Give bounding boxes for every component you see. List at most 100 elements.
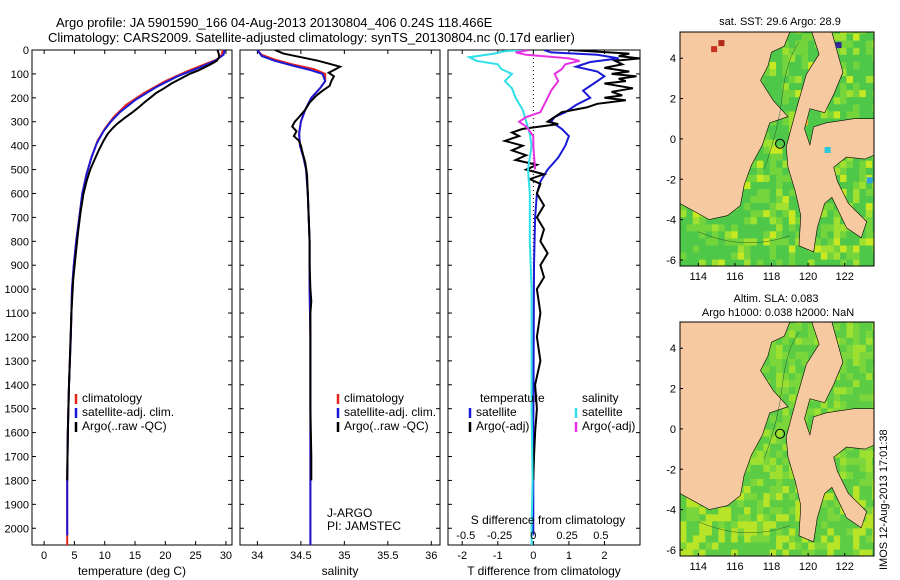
map-cell	[859, 195, 867, 204]
map-cell	[859, 499, 867, 508]
map-cell	[750, 237, 758, 246]
map-cell	[686, 548, 694, 556]
map-cell	[808, 400, 816, 409]
map-cell	[859, 548, 867, 556]
map-cell	[827, 237, 835, 246]
map-cell	[782, 513, 790, 522]
map-cell	[840, 96, 848, 105]
map-cell	[788, 237, 796, 246]
map-cell	[865, 534, 873, 543]
map-cell	[859, 322, 867, 324]
map-cell	[724, 216, 732, 225]
map-cell	[782, 464, 790, 472]
map-cell	[769, 138, 777, 147]
map-cell	[750, 548, 758, 556]
map-cell	[846, 358, 854, 366]
map-cell-highlight	[718, 40, 725, 47]
map-cell	[776, 89, 784, 98]
map-cell	[712, 216, 719, 225]
map-cell	[827, 548, 835, 556]
map-cell	[846, 351, 854, 359]
map-cell	[795, 237, 803, 246]
map-cell	[699, 216, 707, 225]
map-cell	[872, 534, 874, 543]
map-cell	[872, 541, 874, 550]
map-cell	[699, 251, 707, 260]
map-cell	[782, 485, 790, 494]
map-cell	[776, 124, 784, 133]
map-cell	[782, 117, 790, 126]
y-tick-label: 300	[11, 117, 29, 129]
map-cell	[699, 513, 707, 522]
y-tick-label: -6	[666, 545, 676, 557]
map-cell	[827, 209, 835, 218]
map-cell	[769, 237, 777, 246]
map-cell	[724, 548, 732, 556]
map-cell	[705, 237, 713, 246]
map-cell	[859, 492, 867, 501]
map-cell	[859, 323, 867, 331]
map-cell	[788, 400, 796, 409]
map-cell	[814, 251, 822, 260]
map-cell	[776, 478, 784, 486]
map-cell	[872, 167, 874, 175]
map-cell	[756, 237, 764, 246]
map-cell	[820, 202, 828, 211]
map-cell	[865, 372, 873, 381]
map-cell	[859, 527, 867, 536]
map-cell	[840, 89, 848, 98]
map-cell	[750, 160, 758, 168]
map-cell	[756, 478, 764, 486]
map-cell	[776, 457, 784, 465]
map-cell	[872, 400, 874, 409]
map-cell	[718, 513, 726, 522]
map-cell	[750, 174, 758, 182]
map-cell	[859, 365, 867, 374]
map-cell	[853, 386, 860, 395]
map-cell	[731, 209, 739, 218]
map-cell	[756, 443, 764, 451]
map-cell	[692, 237, 700, 246]
map-cell	[840, 344, 848, 352]
map-cell	[814, 400, 822, 409]
map-cell	[776, 520, 784, 529]
map-cell	[865, 96, 873, 105]
map-cell	[712, 506, 719, 515]
map-cell	[763, 188, 771, 196]
map-cell	[859, 32, 867, 34]
map-cell	[782, 188, 790, 196]
map-cell	[763, 365, 771, 374]
s-tick-label: 0.25	[556, 530, 577, 542]
s-tick-label: 0	[530, 530, 536, 542]
map-cell	[859, 330, 867, 338]
map-cell	[763, 131, 771, 140]
map-cell	[853, 33, 860, 41]
map-cell	[763, 146, 771, 154]
s-tick-label: 0.5	[593, 530, 608, 542]
map-cell	[801, 33, 809, 41]
y-tick-label: 0	[23, 45, 29, 57]
map-cell	[872, 337, 874, 345]
map-cell	[763, 520, 771, 529]
map-cell	[872, 379, 874, 388]
map-cell	[865, 322, 873, 324]
map-cell	[865, 400, 873, 409]
map-cell	[769, 443, 777, 451]
map-cell	[788, 471, 796, 479]
map-cell	[840, 188, 848, 196]
x-tick-label: 0	[41, 550, 47, 562]
map-cell	[846, 344, 854, 352]
map-cell	[846, 188, 854, 196]
map-cell	[853, 457, 860, 465]
map-cell	[788, 492, 796, 501]
map-cell	[788, 181, 796, 189]
map-cell	[865, 520, 873, 529]
map-cell	[840, 258, 848, 266]
map-cell	[840, 450, 848, 458]
map-cell	[801, 68, 809, 76]
map-cell	[737, 548, 745, 556]
depth-contour	[763, 331, 800, 460]
map-cell	[827, 527, 835, 536]
legend-label: Argo(..raw -QC)	[82, 419, 167, 433]
map-cell	[776, 47, 784, 55]
